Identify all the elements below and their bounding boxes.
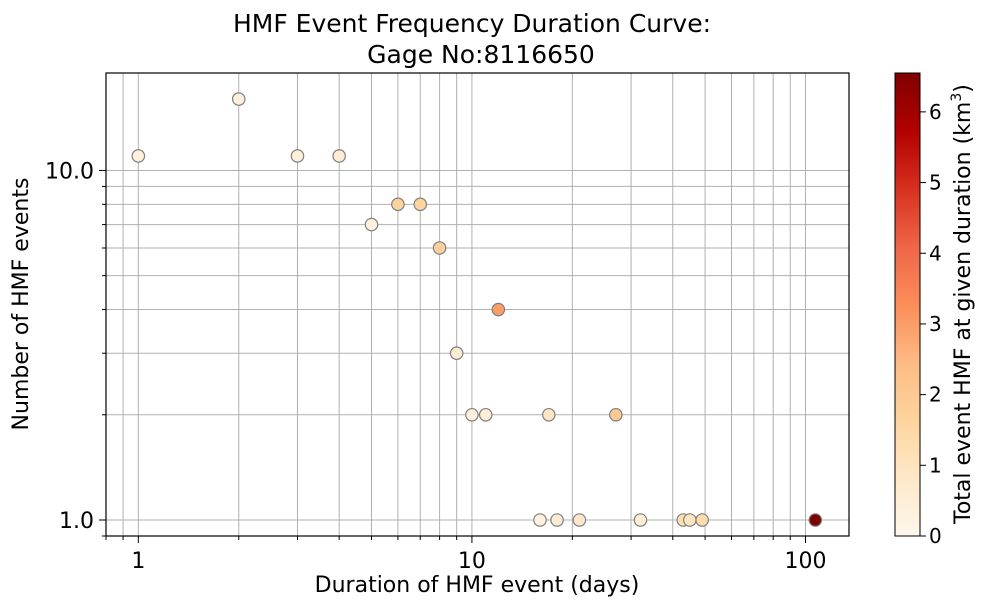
chart-title-line1: HMF Event Frequency Duration Curve: xyxy=(233,9,711,38)
data-point xyxy=(131,149,146,163)
data-point xyxy=(491,302,506,317)
data-point xyxy=(413,197,428,212)
colorbar-tick-label: 0 xyxy=(929,524,942,548)
y-axis-label: Number of HMF events xyxy=(9,178,34,431)
data-point xyxy=(432,241,447,255)
y-axis-ticks: 1.0 10.0 xyxy=(45,159,106,537)
data-point xyxy=(683,513,697,527)
data-point xyxy=(572,513,587,527)
data-point xyxy=(533,513,547,527)
colorbar-tick-label: 5 xyxy=(929,171,942,195)
x-tick-label: 10 xyxy=(458,549,486,574)
data-point xyxy=(332,149,346,163)
plot-area-frame xyxy=(105,72,850,537)
colorbar-tick-label: 6 xyxy=(929,100,942,124)
colorbar-tick-label: 4 xyxy=(929,241,942,265)
colorbar-tick-label: 3 xyxy=(929,312,942,336)
data-point xyxy=(391,197,405,212)
y-tick-label: 1.0 xyxy=(59,509,94,534)
x-axis-label: Duration of HMF event (days) xyxy=(315,573,640,598)
data-point xyxy=(478,407,493,422)
data-point xyxy=(290,149,305,163)
data-point xyxy=(633,513,648,527)
data-point xyxy=(231,92,246,106)
data-point xyxy=(808,513,823,527)
x-axis-ticks: 1 10 100 xyxy=(105,536,827,574)
data-point xyxy=(449,346,464,361)
scatter-points xyxy=(131,92,823,527)
data-point xyxy=(465,407,479,422)
y-tick-label: 10.0 xyxy=(45,159,94,184)
data-point xyxy=(609,407,623,422)
x-tick-label: 100 xyxy=(785,549,827,574)
data-point xyxy=(550,513,564,527)
colorbar-tick-label: 1 xyxy=(929,453,942,477)
chart-title-line2: Gage No:8116650 xyxy=(367,40,595,69)
colorbar xyxy=(894,72,921,537)
colorbar-tick-label: 2 xyxy=(929,383,942,407)
data-point xyxy=(542,407,556,422)
x-tick-label: 1 xyxy=(131,549,145,574)
colorbar-label: Total event HMF at given duration (km3) xyxy=(949,84,976,525)
colorbar-ticks: 0 1 2 3 4 5 6 xyxy=(920,100,942,548)
data-point xyxy=(364,217,379,232)
grid-lines xyxy=(105,73,849,537)
data-point xyxy=(695,513,709,527)
